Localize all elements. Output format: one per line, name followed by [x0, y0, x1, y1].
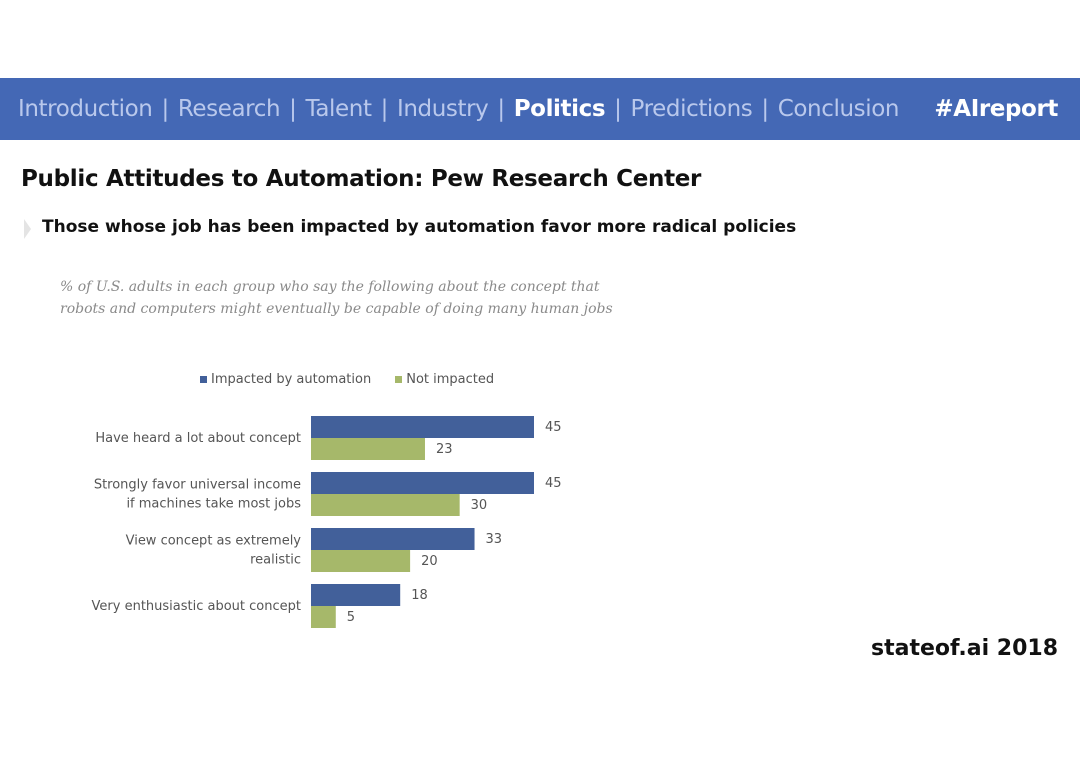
category-label: Strongly favor universal income — [94, 478, 301, 493]
bar — [311, 550, 411, 572]
report-hashtag: #AIreport — [934, 96, 1058, 122]
bar — [311, 584, 401, 606]
chart-legend: Impacted by automation Not impacted — [200, 369, 518, 389]
legend-item: Impacted by automation — [200, 372, 371, 387]
nav-link-politics[interactable]: Politics — [513, 96, 606, 122]
data-label: 45 — [545, 476, 562, 491]
category-label: Very enthusiastic about concept — [92, 599, 301, 614]
nav-link-talent[interactable]: Talent — [305, 96, 372, 122]
section-nav: Introduction | Research | Talent | Industry | Po… — [18, 78, 899, 140]
bar — [311, 472, 534, 494]
legend-item: Not impacted — [395, 372, 494, 387]
bar — [311, 528, 475, 550]
nav-link-research[interactable]: Research — [177, 96, 281, 122]
bar — [311, 606, 336, 628]
nav-separator: | — [380, 96, 389, 122]
category-label: Have heard a lot about concept — [95, 431, 301, 446]
footer-brand: stateof.ai 2018 — [870, 636, 1058, 661]
nav-link-conclusion[interactable]: Conclusion — [777, 96, 900, 122]
nav-link-predictions[interactable]: Predictions — [630, 96, 753, 122]
bar — [311, 494, 460, 516]
nav-separator: | — [289, 96, 297, 122]
data-label: 5 — [347, 610, 355, 625]
nav-separator: | — [614, 96, 622, 122]
data-label: 20 — [421, 554, 438, 569]
category-label: if machines take most jobs — [126, 497, 301, 512]
legend-label: Not impacted — [406, 371, 495, 387]
data-label: 18 — [411, 588, 428, 603]
category-label: realistic — [250, 553, 301, 568]
section-nav-bar: Introduction | Research | Talent | Industry | Po… — [0, 78, 1080, 140]
bar — [311, 438, 425, 460]
data-label: 33 — [486, 532, 503, 547]
slide-subtitle: Those whose job has been impacted by aut… — [42, 217, 797, 237]
nav-link-industry[interactable]: Industry — [396, 96, 489, 122]
nav-separator: | — [497, 96, 505, 122]
legend-swatch — [200, 375, 207, 383]
bar — [311, 416, 534, 438]
data-label: 23 — [436, 442, 453, 457]
legend-swatch — [395, 375, 403, 383]
legend-label: Impacted by automation — [211, 371, 372, 387]
category-label: View concept as extremely — [126, 534, 302, 549]
nav-separator: | — [761, 96, 769, 122]
bar-chart: 45 23 Have heard a lot about concept 45 30 St… — [92, 416, 562, 628]
data-label: 45 — [545, 420, 562, 435]
data-label: 30 — [471, 498, 488, 513]
page-title: Public Attitudes to Automation: Pew Rese… — [21, 166, 702, 192]
chart-note: % of U.S. adults in each group who say t… — [60, 279, 613, 317]
nav-separator: | — [161, 96, 169, 122]
chevron-bullet-icon — [24, 219, 31, 239]
nav-link-introduction[interactable]: Introduction — [18, 96, 153, 122]
